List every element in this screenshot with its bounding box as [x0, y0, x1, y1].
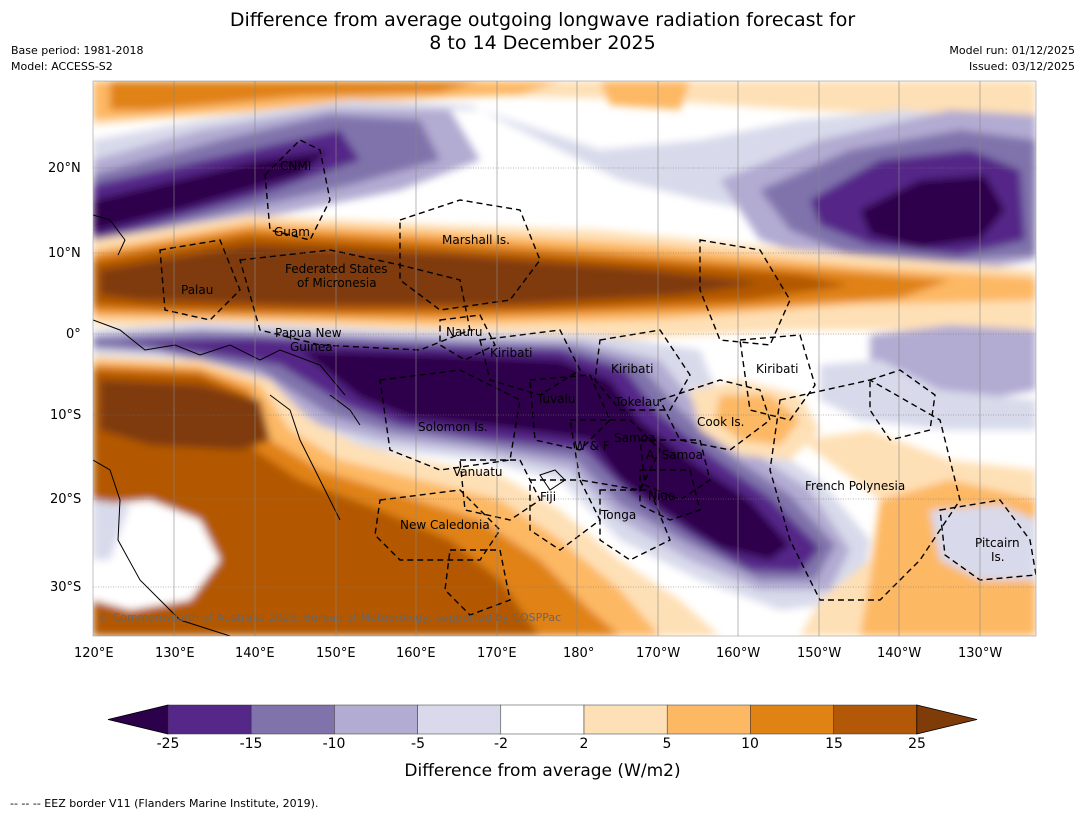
- lon-label-140w: 140°W: [877, 646, 922, 661]
- label-tokelau: Tokelau: [614, 395, 660, 409]
- colorbar-tick-label: 2: [579, 736, 589, 752]
- label-tonga: Tonga: [600, 508, 636, 522]
- label-american-samoa: A. Samoa: [646, 448, 703, 462]
- colorbar-segment: [334, 704, 418, 735]
- colorbar-extend-low: [107, 704, 169, 735]
- label-fsm-line1: Federated States: [285, 262, 387, 276]
- label-palau: Palau: [181, 283, 213, 297]
- lat-label-10n: 10°N: [48, 246, 81, 261]
- label-fiji: Fiji: [540, 490, 556, 504]
- label-kiribati-east: Kiribati: [756, 362, 798, 376]
- colorbar-segment: [167, 704, 252, 735]
- gridlines: [93, 167, 1036, 588]
- label-pitcairn-line2: Is.: [991, 550, 1005, 564]
- eez-legend-note: -- -- -- EEZ border V11 (Flanders Marine…: [10, 797, 319, 810]
- colorbar-segment: [250, 704, 335, 735]
- lon-label-120e: 120°E: [74, 646, 114, 661]
- label-vanuatu: Vanuatu: [453, 465, 503, 479]
- label-new-caledonia: New Caledonia: [400, 518, 490, 532]
- base-period: Base period: 1981-2018: [11, 44, 144, 57]
- map-frame: [92, 80, 1037, 637]
- lon-label-140e: 140°E: [235, 646, 275, 661]
- colorbar-extend-high: [916, 704, 978, 735]
- issued-date: Issued: 03/12/2025: [968, 60, 1075, 73]
- colorbar-segment: [583, 704, 668, 735]
- label-kiribati-central: Kiribati: [611, 362, 653, 376]
- coastlines: [93, 214, 566, 636]
- label-kiribati-west: Kiribati: [490, 346, 532, 360]
- label-tuvalu: Tuvalu: [536, 392, 576, 406]
- colorbar-tick-label: 5: [662, 736, 672, 752]
- chart-title-line2: 8 to 14 December 2025: [429, 32, 656, 54]
- label-wallis-futuna: W & F: [574, 439, 610, 453]
- colorbar-segment: [417, 704, 502, 735]
- lon-label-130e: 130°E: [155, 646, 195, 661]
- lat-label-10s: 10°S: [50, 408, 82, 423]
- label-cnmi: CNMI: [280, 159, 311, 173]
- region-labels: CNMI Guam Marshall Is. Federated States …: [181, 159, 1020, 564]
- label-niue: Niue: [648, 489, 675, 503]
- colorbar-tick-label: -25: [156, 736, 180, 752]
- colorbar-tick-label: -5: [411, 736, 425, 752]
- label-png-line1: Papua New: [275, 326, 342, 340]
- lon-label-180: 180°: [563, 646, 595, 661]
- lon-label-130w: 130°W: [958, 646, 1003, 661]
- model-name: Model: ACCESS-S2: [11, 60, 113, 73]
- colorbar-segment: [750, 704, 834, 735]
- label-fsm-line2: of Micronesia: [297, 276, 377, 290]
- colorbar-tick-label: 10: [741, 736, 759, 752]
- label-pitcairn-line1: Pitcairn: [975, 536, 1020, 550]
- lon-label-170e: 170°E: [477, 646, 517, 661]
- colorbar-segment: [666, 704, 751, 735]
- lat-label-20s: 20°S: [50, 492, 82, 507]
- colorbar-segment: [500, 704, 585, 735]
- lat-label-0: 0°: [66, 327, 81, 342]
- chart-title-line1: Difference from average outgoing longwav…: [229, 9, 856, 31]
- colorbar-tick-label: -15: [239, 736, 263, 752]
- lon-label-160w: 160°W: [716, 646, 761, 661]
- colorbar: [107, 704, 978, 735]
- label-solomon-is: Solomon Is.: [418, 420, 488, 434]
- eez-borders: [159, 139, 1036, 616]
- lon-label-160e: 160°E: [396, 646, 436, 661]
- label-guam: Guam: [274, 225, 310, 239]
- label-cook-is: Cook Is.: [697, 415, 744, 429]
- label-samoa: Samoa: [614, 431, 655, 445]
- colorbar-tick-label: 25: [908, 736, 926, 752]
- model-run: Model run: 01/12/2025: [949, 44, 1075, 57]
- lat-label-30s: 30°S: [50, 580, 82, 595]
- colorbar-tick-label: -2: [494, 736, 508, 752]
- label-png-line2: Guinea: [290, 340, 333, 354]
- meridians: [173, 81, 981, 636]
- copyright-notice: © Commonwealth of Australia 2025, Bureau…: [98, 611, 561, 624]
- colorbar-title: Difference from average (W/m2): [404, 761, 681, 781]
- label-marshall-is: Marshall Is.: [442, 233, 510, 247]
- anomaly-field: [93, 81, 1036, 636]
- lon-label-170w: 170°W: [636, 646, 681, 661]
- colorbar-tick-label: 15: [825, 736, 843, 752]
- label-french-polynesia: French Polynesia: [805, 479, 905, 493]
- colorbar-tick-label: -10: [322, 736, 346, 752]
- lat-label-20n: 20°N: [48, 161, 81, 176]
- lon-label-150e: 150°E: [316, 646, 356, 661]
- colorbar-segment: [833, 704, 918, 735]
- lon-label-150w: 150°W: [797, 646, 842, 661]
- label-nauru: Nauru: [446, 325, 482, 339]
